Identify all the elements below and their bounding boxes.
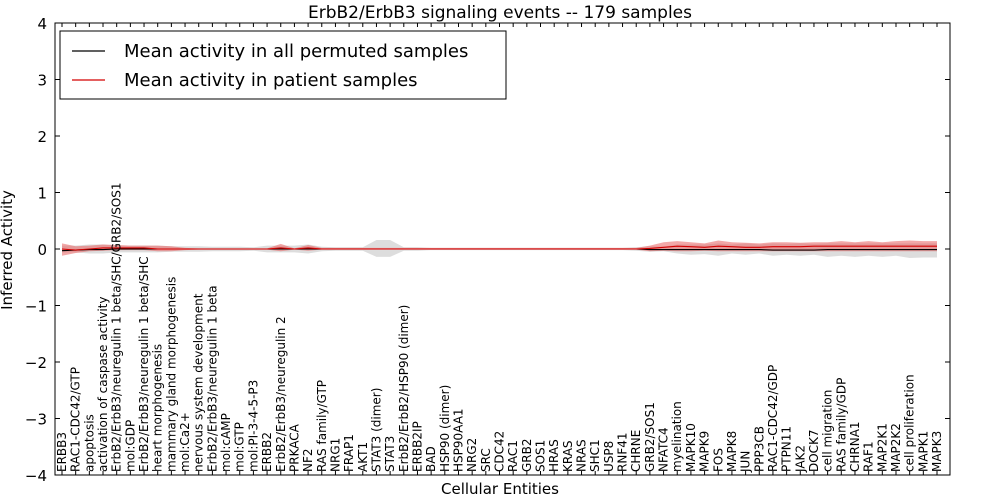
x-tick-label: FOS [711,448,725,472]
y-tick-label: 4 [37,15,47,33]
x-tick-label: RAC1-CDC42/GDP [766,365,780,472]
x-tick-label: myelination [670,401,684,472]
x-tick-label: NRG1 [328,438,342,472]
x-tick-label: MAPK3 [930,431,944,472]
x-tick-label: ERBB2IP [411,421,425,472]
x-tick-label: PTPN11 [780,426,794,472]
x-tick-label: MAP2K2 [889,423,903,472]
x-tick-label: ERBB2 [260,432,274,472]
x-tick-label: HSP90 (dimer) [438,385,452,472]
band-series-1 [62,240,937,256]
x-tick-label: RAF1 [862,441,876,472]
y-tick-label: 2 [37,128,47,146]
x-tick-label: HSP90AA1 [452,408,466,472]
x-tick-label: ErbB2/ErbB3/neuregulin 1 beta/SHC/GRB2/S… [110,182,124,472]
x-tick-label: RAS family/GTP [315,380,329,472]
x-tick-label: CHRNE [629,430,643,472]
x-tick-label: JAK2 [793,445,807,473]
y-axis-label: Inferred Activity [0,190,16,310]
x-tick-label: PRKACA [287,423,301,472]
x-tick-label: NFATC4 [657,427,671,472]
x-axis-ticks [61,23,938,475]
x-tick-label: AKT1 [356,442,370,472]
y-tick-label: −2 [25,354,47,372]
y-tick-label: 1 [37,185,47,203]
x-tick-label: RAC1-CDC42/GTP [69,367,83,472]
x-tick-label: MAP2K1 [875,423,889,472]
legend-box [59,30,507,100]
legend: Mean activity in all permuted samples Me… [59,30,507,100]
x-tick-label: mol:GTP [233,422,247,472]
y-tick-label: −1 [25,298,47,316]
x-tick-label: KRAS [561,440,575,472]
x-tick-label: SRC [479,448,493,472]
x-tick-label: BAD [424,446,438,472]
x-tick-label: apoptosis [82,414,96,472]
x-tick-label: ErbB2/ErbB2/HSP90 (dimer) [397,305,411,472]
x-tick-label: NRG2 [465,438,479,472]
x-tick-label: mol:Ca2+ [178,412,192,472]
x-tick-label: RAS family/GDP [834,378,848,472]
x-tick-label: MAPK9 [698,431,712,472]
x-tick-label: JUN [739,451,753,473]
x-tick-label: ErbB2/ErbB3/neuregulin 1 beta [205,285,219,472]
x-tick-label: STAT3 (dimer) [370,388,384,472]
chart-title: ErbB2/ErbB3 signaling events -- 179 samp… [308,3,692,23]
y-tick-label: −4 [25,467,47,485]
y-tick-label: 0 [37,241,47,259]
x-tick-label: mol:cAMP [219,413,233,472]
x-tick-label: RAC1 [506,440,520,472]
x-tick-label: GRB2/SOS1 [643,402,657,472]
line-series-1 [61,245,937,251]
x-axis-label: Cellular Entities [441,480,559,498]
x-tick-label: USP8 [602,441,616,472]
x-tick-label: heart morphogenesis [151,344,165,472]
x-tick-label: HRAS [547,439,561,472]
x-tick-label: NRAS [575,439,589,472]
x-tick-label: nervous system development [192,293,206,472]
legend-label-patient: Mean activity in patient samples [124,70,418,91]
x-tick-label: FRAP1 [342,434,356,472]
y-axis-ticks: −4 −3 −2 −1 0 1 2 3 4 [25,15,950,485]
x-tick-label: SOS1 [534,440,548,472]
x-tick-label: ErbB2/ErbB3/neuregulin 2 [274,316,288,472]
series-lines [61,245,937,252]
x-tick-label: MAPK10 [684,423,698,472]
x-tick-label: RNF41 [616,433,630,473]
x-tick-label: cell proliferation [903,374,917,472]
legend-label-permuted: Mean activity in all permuted samples [124,41,468,62]
x-tick-label: mol:GDP [123,420,137,472]
y-tick-label: 3 [37,72,47,90]
x-tick-label: SHC1 [588,439,602,472]
x-tick-label: STAT3 [383,436,397,472]
x-tick-label: NF2 [301,448,315,472]
x-tick-label: GRB2 [520,438,534,472]
x-axis-tick-labels: ERBB3 RAC1-CDC42/GTP apoptosis activation o… [55,182,944,473]
x-tick-label: CHRNA1 [848,421,862,472]
x-tick-label: mol:PI-3-4-5-P3 [246,380,260,472]
x-tick-label: PPP3CB [752,426,766,472]
x-tick-label: cell migration [821,390,835,472]
x-tick-label: ErbB2/ErbB3/neuregulin 1 beta/SHC [137,256,151,472]
x-tick-label: MAPK1 [916,431,930,472]
y-tick-label: −3 [25,411,47,429]
x-tick-label: mammary gland morphogenesis [164,277,178,472]
x-tick-label: DOCK7 [807,429,821,472]
x-tick-label: MAPK8 [725,431,739,472]
x-tick-label: ERBB3 [55,432,69,472]
x-tick-label: activation of caspase activity [96,297,110,472]
x-tick-label: CDC42 [493,431,507,472]
plot-area-frame [54,22,951,476]
